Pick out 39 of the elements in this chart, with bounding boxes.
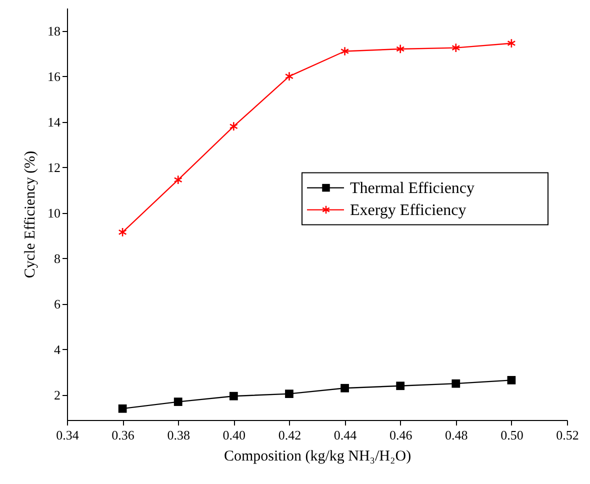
x-tick-label: 0.46 [389, 428, 413, 442]
legend-label: Exergy Efficiency [350, 202, 466, 219]
x-axis-title: Composition (kg/kg NH₃/H₂O) [224, 448, 412, 464]
legend-label: Thermal Efficiency [350, 180, 475, 197]
point [229, 392, 238, 400]
point [452, 379, 460, 388]
x-tick-label: 0.36 [112, 428, 135, 442]
y-tick-label: 4 [54, 342, 61, 357]
point [507, 38, 516, 48]
point [118, 227, 127, 238]
point [174, 398, 182, 406]
y-tick-label: 16 [48, 68, 61, 84]
point [174, 175, 182, 185]
point [118, 404, 127, 413]
point [452, 43, 460, 53]
point [507, 376, 516, 384]
y-tick-label: 18 [48, 23, 60, 38]
y-tick-label: 10 [48, 205, 60, 220]
y-tick-label: 8 [54, 250, 60, 266]
x-tick-label: 0.34 [56, 428, 80, 442]
point [285, 390, 294, 398]
point [284, 71, 294, 82]
x-tick-label: 0.48 [445, 428, 468, 442]
point [396, 44, 405, 54]
x-tick-label: 0.50 [500, 428, 524, 442]
point [229, 122, 238, 132]
x-tick-label: 0.38 [167, 428, 190, 442]
y-tick-label: 14 [48, 114, 61, 130]
point [396, 382, 405, 390]
x-tick-label: 0.40 [222, 428, 246, 442]
x-tick-label: 0.42 [278, 428, 302, 442]
x-tick-label: 0.44 [334, 428, 358, 442]
y-tick-label: 2 [54, 387, 60, 402]
point [340, 46, 350, 56]
y-tick-label: 6 [54, 296, 61, 312]
x-tick-label: 0.52 [556, 428, 579, 442]
y-axis-title: Cycle Efficiency (%) [22, 150, 38, 278]
point [340, 384, 349, 392]
y-tick-label: 12 [48, 160, 60, 175]
